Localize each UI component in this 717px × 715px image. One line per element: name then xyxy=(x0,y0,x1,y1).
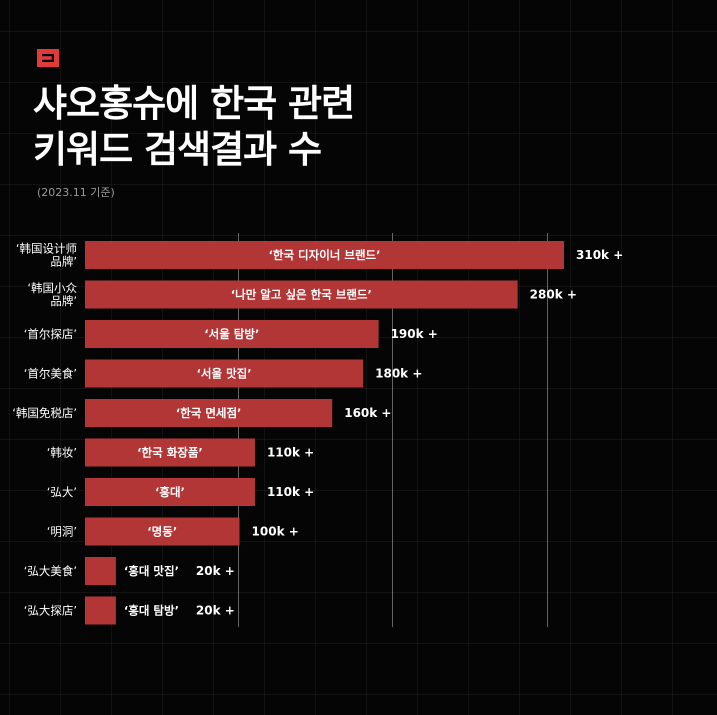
category-label-8: ‘弘大美食’ xyxy=(24,564,77,578)
category-label-2: ‘首尔探店’ xyxy=(24,327,77,341)
category-label-0-line-0: ‘韩国设计师 xyxy=(16,242,77,256)
bar-label-7: ‘명동’ xyxy=(147,525,177,539)
value-label-6: 110k + xyxy=(267,485,314,499)
value-label-8: 20k + xyxy=(196,564,235,578)
bar-label-9: ‘홍대 탐방’ xyxy=(124,604,179,618)
bar-1 xyxy=(85,280,518,309)
chart-subtitle: (2023.11 기준) xyxy=(37,186,115,199)
value-label-7: 100k + xyxy=(252,525,299,539)
bar-label-2: ‘서울 탐방’ xyxy=(204,327,259,341)
bar-2 xyxy=(85,320,379,348)
bar-label-5: ‘한국 화장품’ xyxy=(137,446,203,460)
bar-label-4: ‘한국 면세점’ xyxy=(176,406,242,420)
bar-8 xyxy=(85,557,116,585)
category-label-3: ‘首尔美食’ xyxy=(24,367,77,381)
value-label-4: 160k + xyxy=(344,406,391,420)
category-label-7: ‘明洞’ xyxy=(47,525,77,539)
bar-0 xyxy=(85,241,564,269)
title-line-2: 키워드 검색결과 수 xyxy=(33,128,322,171)
category-label-1-line-1: 品牌’ xyxy=(50,294,77,308)
category-label-4: ‘韩国免税店’ xyxy=(12,406,77,420)
value-label-9: 20k + xyxy=(196,604,235,618)
category-label-5: ‘韩妆’ xyxy=(47,446,77,460)
value-label-1: 280k + xyxy=(530,288,577,302)
bar-7 xyxy=(85,517,240,546)
bar-6 xyxy=(85,478,255,506)
category-label-0-line-1: 品牌’ xyxy=(50,255,77,269)
bar-label-0: ‘한국 디자이너 브랜드’ xyxy=(269,248,381,262)
bar-5 xyxy=(85,438,255,467)
bar-label-8: ‘홍대 맛집’ xyxy=(124,564,179,578)
value-label-0: 310k + xyxy=(576,248,623,262)
category-label-1-line-0: ‘韩国小众 xyxy=(27,281,77,295)
bar-9 xyxy=(85,596,116,625)
value-label-5: 110k + xyxy=(267,446,314,460)
bar-label-6: ‘홍대’ xyxy=(155,485,185,499)
title-line-1: 샤오홍슈에 한국 관련 xyxy=(33,82,355,125)
brand-square-icon xyxy=(37,49,59,67)
bar-3 xyxy=(85,359,364,388)
value-label-2: 190k + xyxy=(391,327,438,341)
bar-4 xyxy=(85,399,333,427)
category-label-9: ‘弘大探店’ xyxy=(24,604,77,618)
category-label-6: ‘弘大’ xyxy=(47,485,77,499)
bar-label-3: ‘서울 맛집’ xyxy=(197,367,252,381)
chart-title: 샤오홍슈에 한국 관련 키워드 검색결과 수 xyxy=(33,81,355,173)
value-label-3: 180k + xyxy=(375,367,422,381)
bar-label-1: ‘나만 알고 싶은 한국 브랜드’ xyxy=(231,288,372,302)
